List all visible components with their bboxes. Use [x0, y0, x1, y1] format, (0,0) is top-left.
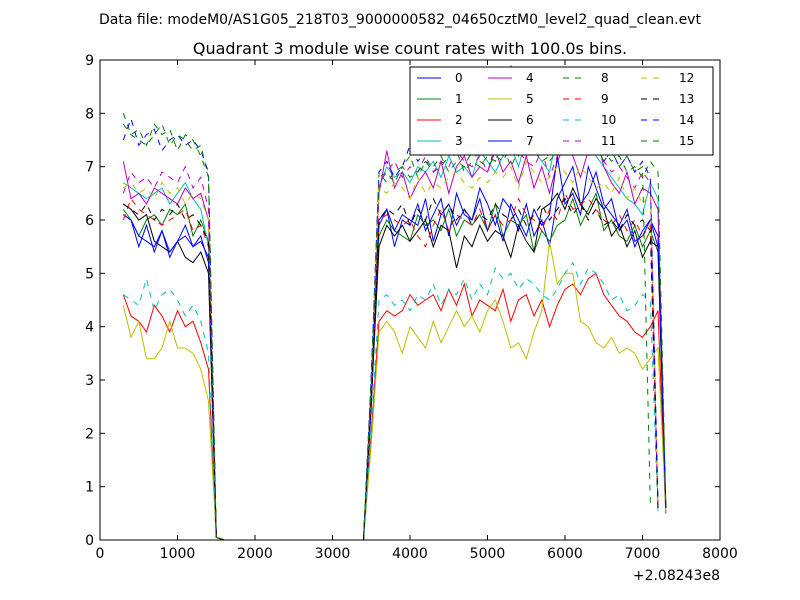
- y-tick-label: 9: [85, 53, 94, 69]
- legend-label-14: 14: [679, 113, 694, 127]
- legend-label-7: 7: [526, 134, 534, 148]
- chart-title: Quadrant 3 module wise count rates with …: [193, 39, 627, 58]
- legend-label-4: 4: [526, 71, 534, 85]
- y-tick-label: 6: [85, 213, 94, 229]
- legend-label-12: 12: [679, 71, 694, 85]
- legend-label-3: 3: [455, 134, 463, 148]
- y-tick-label: 0: [85, 533, 94, 549]
- y-tick-label: 2: [85, 426, 94, 442]
- legend-label-11: 11: [601, 134, 616, 148]
- legend-label-15: 15: [679, 134, 694, 148]
- axis-ticks: 0 1000 2000 3000 4000 5000 6000 7000 80000123456…: [85, 53, 738, 562]
- y-tick-label: 5: [85, 266, 94, 282]
- y-tick-label: 8: [85, 106, 94, 122]
- legend-label-8: 8: [601, 71, 609, 85]
- x-offset-label: +2.08243e8: [633, 568, 720, 584]
- legend-label-1: 1: [455, 92, 463, 106]
- x-tick-label: 5000: [470, 546, 506, 562]
- series-layer: [122, 65, 667, 540]
- x-tick-label: 7000: [625, 546, 661, 562]
- x-tick-label: 6000: [547, 546, 583, 562]
- legend-label-5: 5: [526, 92, 534, 106]
- legend-label-2: 2: [455, 113, 463, 127]
- y-tick-label: 4: [85, 320, 94, 336]
- x-tick-label: 4000: [392, 546, 428, 562]
- y-tick-label: 1: [85, 480, 94, 496]
- y-tick-label: 7: [85, 160, 94, 176]
- legend-label-0: 0: [455, 71, 463, 85]
- x-tick-label: 2000: [237, 546, 273, 562]
- figure-suptitle: Data file: modeM0/AS1G05_218T03_90000005…: [99, 12, 701, 28]
- legend-label-13: 13: [679, 92, 694, 106]
- series-line-13: [123, 197, 659, 540]
- legend-label-6: 6: [526, 113, 534, 127]
- series-line-5: [122, 241, 667, 540]
- series-line-14: [122, 65, 659, 540]
- series-line-10: [123, 261, 659, 540]
- plot-frame: [99, 59, 721, 541]
- x-tick-label: 3000: [315, 546, 351, 562]
- series-line-15: [122, 122, 651, 540]
- x-tick-label: 0: [96, 546, 105, 562]
- legend-box: [409, 66, 714, 156]
- y-tick-label: 3: [85, 373, 94, 389]
- x-tick-label: 1000: [160, 546, 196, 562]
- x-tick-label: 8000: [702, 546, 738, 562]
- legend-label-10: 10: [601, 113, 616, 127]
- legend-label-9: 9: [601, 92, 609, 106]
